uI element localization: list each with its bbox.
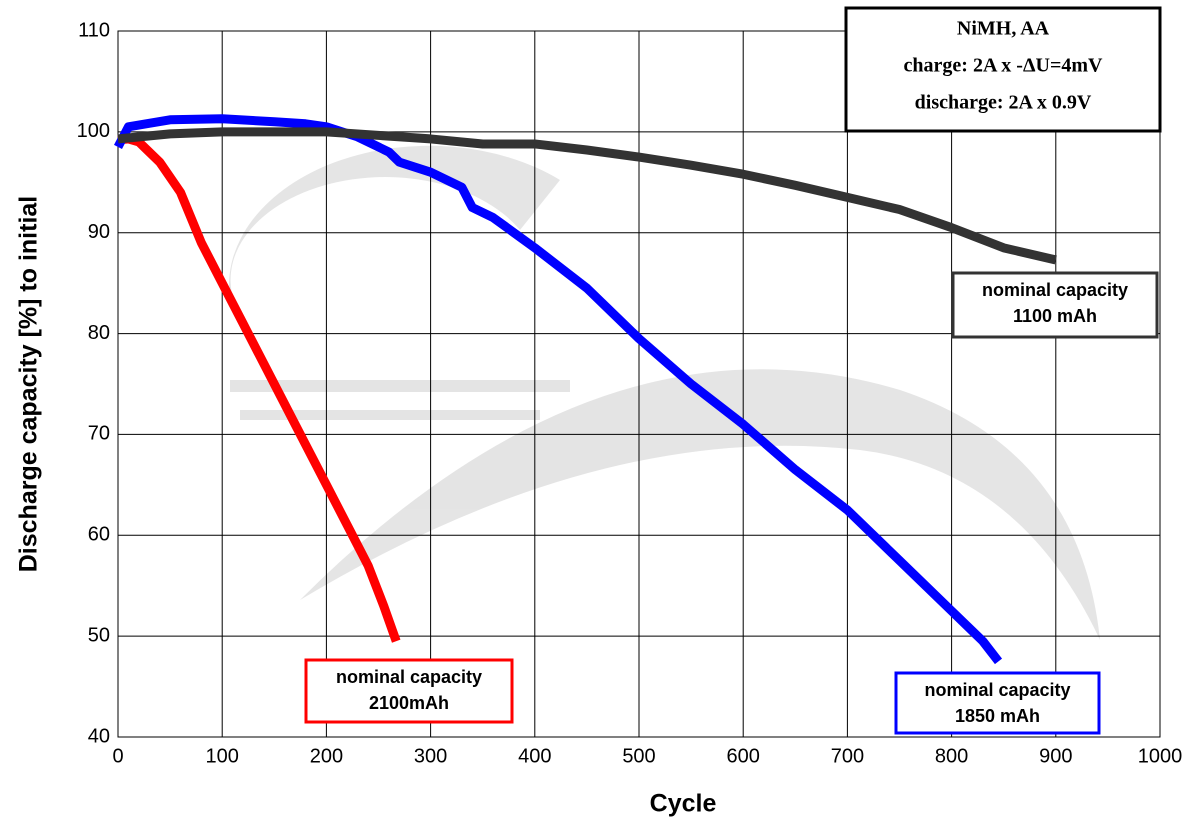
x-tick-label: 900 [1039,745,1072,767]
x-tick-label: 800 [935,745,968,767]
y-tick-label: 40 [88,725,110,747]
x-tick-label: 200 [310,745,343,767]
annotation-text: nominal capacity [924,680,1070,700]
y-tick-label: 70 [88,423,110,445]
annotation-text: 2100mAh [369,693,449,713]
watermark [228,145,1100,640]
y-tick-label: 90 [88,221,110,243]
annotation-text: nominal capacity [336,667,482,687]
annotation-text: nominal capacity [982,280,1128,300]
annotation-box [894,671,1101,735]
series-line [117,134,401,643]
info-text: discharge: 2A x 0.9V [915,92,1092,114]
series-line [117,127,1057,265]
y-tick-label: 80 [88,322,110,344]
series-line [114,114,1003,665]
y-tick-label: 60 [88,524,110,546]
annotation-box [951,271,1159,339]
x-tick-label: 500 [622,745,655,767]
info-text: charge: 2A x -ΔU=4mV [904,55,1103,77]
info-box [844,6,1162,133]
y-tick-label: 100 [77,120,110,142]
info-text: NiMH, AA [957,18,1050,40]
annotation-text: 1100 mAh [1013,306,1097,326]
x-axis-title: Cycle [650,790,717,818]
x-tick-label: 0 [112,745,123,767]
annotation-box [304,658,514,724]
y-axis-title: Discharge capacity [%] to initial [15,196,43,573]
x-tick-label: 400 [518,745,551,767]
x-tick-label: 600 [727,745,760,767]
y-tick-label: 50 [88,624,110,646]
x-tick-label: 300 [414,745,447,767]
annotation-text: 1850 mAh [955,706,1040,726]
y-tick-label: 110 [78,19,110,41]
x-tick-label: 700 [831,745,864,767]
x-tick-label: 1000 [1138,745,1183,767]
x-tick-label: 100 [206,745,239,767]
plot-frame [117,30,1161,738]
